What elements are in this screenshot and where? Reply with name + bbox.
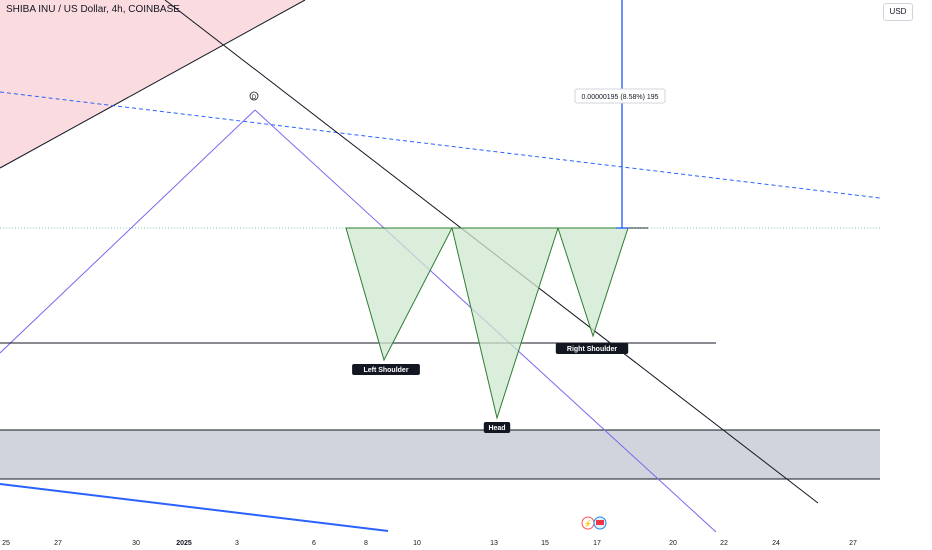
- head-label: Head: [483, 422, 511, 433]
- right-shoulder-label: Right Shoulder: [555, 343, 629, 354]
- ascending-purple-line: [0, 109, 256, 354]
- currency-button[interactable]: USD: [883, 3, 913, 21]
- right-shoulder-triangle: [557, 227, 629, 338]
- dashed-trendline: [0, 91, 881, 199]
- measure-label-box: [574, 88, 666, 104]
- dividend-marker-icon: D: [249, 91, 259, 101]
- time-tick-label: 27: [54, 540, 62, 547]
- symbol-title: SHIBA INU / US Dollar, 4h, COINBASE: [6, 4, 180, 15]
- time-tick-label: 17: [593, 540, 601, 547]
- time-tick-label: 24: [772, 540, 780, 547]
- measure-label-text: 0.00000195 (8.58%) 195: [581, 94, 658, 101]
- right-shoulder-label-text: Right Shoulder: [567, 346, 617, 353]
- measure-label: 0.00000195 (8.58%) 195: [574, 88, 666, 104]
- gray-support-zone: [0, 430, 880, 479]
- time-tick-label: 6: [312, 540, 316, 547]
- right-shoulder-label-box: [555, 343, 629, 354]
- price-axis: 0.000026000.000025500.000025000.00002450…: [880, 0, 932, 550]
- head-label-box: [483, 422, 511, 433]
- time-tick-label: 20: [669, 540, 677, 547]
- time-tick-label: 13: [490, 540, 498, 547]
- red-zone-border: [0, 0, 306, 169]
- time-tick-label: 2025: [176, 540, 192, 547]
- time-tick-label: 15: [541, 540, 549, 547]
- time-tick-label: 10: [413, 540, 421, 547]
- price-axis-bg: [880, 0, 932, 550]
- dividend-circle: [249, 91, 259, 101]
- time-axis: 25 27 30 2025 3 6 8 10 13 15 17 20 22 24 27 ⚡: [2, 516, 857, 547]
- time-tick-label: 27: [849, 540, 857, 547]
- time-tick-label: 25: [2, 540, 10, 547]
- left-shoulder-triangle: [345, 227, 453, 362]
- event-icons: ⚡: [581, 516, 607, 530]
- head-triangle: [451, 227, 559, 420]
- dividend-text: D: [252, 95, 257, 101]
- time-tick-label: 3: [235, 540, 239, 547]
- blue-bottom-line: [0, 483, 389, 532]
- time-tick-label: 8: [364, 540, 368, 547]
- lightning-glyph: ⚡: [584, 519, 593, 528]
- left-shoulder-label: Left Shoulder: [352, 364, 420, 375]
- left-shoulder-label-text: Left Shoulder: [363, 367, 408, 374]
- flag-stripes: [596, 520, 604, 525]
- time-tick-label: 22: [720, 540, 728, 547]
- left-shoulder-label-box: [352, 364, 420, 375]
- time-tick-label: 30: [132, 540, 140, 547]
- head-label-text: Head: [488, 425, 505, 432]
